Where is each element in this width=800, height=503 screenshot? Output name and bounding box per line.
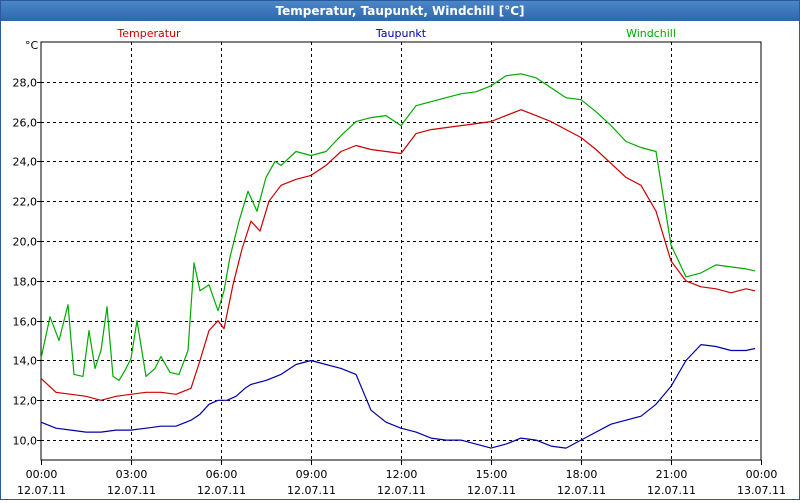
legend-entry-temperatur: Temperatur <box>116 27 181 40</box>
legend-entry-taupunkt: Taupunkt <box>375 27 427 40</box>
legend: Temperatur Taupunkt Windchill <box>116 27 676 40</box>
chart-area: °C Temperatur Taupunkt Windchill 10,0 12,0 1… <box>1 22 799 499</box>
y-tick-label: 24,0 <box>13 156 38 169</box>
x-tick-date-label: 12.07.11 <box>377 484 426 497</box>
y-tick-label: 10,0 <box>13 435 38 448</box>
x-tick-time-label: 15:00 <box>476 468 508 481</box>
x-tick-date-label: 12.07.11 <box>647 484 696 497</box>
y-tick-label: 22,0 <box>13 196 38 209</box>
y-tick-label: 28,0 <box>13 77 38 90</box>
x-tick-date-label: 12.07.11 <box>467 484 516 497</box>
y-tick-label: 14,0 <box>13 355 38 368</box>
y-tick-label: 12,0 <box>13 395 38 408</box>
x-tick-time-label: 21:00 <box>656 468 688 481</box>
x-tick-time-label: 03:00 <box>116 468 148 481</box>
series-line-temperatur <box>40 109 756 401</box>
x-tick-date-label: 12.07.11 <box>107 484 156 497</box>
x-tick-time-label: 00:00 <box>26 468 58 481</box>
y-tick-label: 18,0 <box>13 276 38 289</box>
y-tick-label: 20,0 <box>13 236 38 249</box>
x-tick-time-label: 06:00 <box>206 468 238 481</box>
window-title: Temperatur, Taupunkt, Windchill [°C] <box>1 1 799 21</box>
x-tick-time-label: 09:00 <box>296 468 328 481</box>
x-tick-time-label: 18:00 <box>566 468 598 481</box>
grid <box>40 41 762 461</box>
x-tick-date-label: 13.07.11 <box>737 484 786 497</box>
series-lines <box>40 73 756 449</box>
x-tick-date-label: 12.07.11 <box>17 484 66 497</box>
y-axis-ticks: 10,0 12,0 14,0 16,0 18,0 20,0 22,0 24,0 26,0 28,0 <box>13 77 41 448</box>
legend-entry-windchill: Windchill <box>626 27 676 40</box>
x-tick-date-label: 12.07.11 <box>197 484 246 497</box>
series-line-windchill <box>40 73 756 381</box>
x-tick-date-label: 12.07.11 <box>287 484 336 497</box>
x-tick-time-label: 12:00 <box>386 468 418 481</box>
x-tick-time-label: 00:00 <box>746 468 778 481</box>
y-tick-label: 26,0 <box>13 117 38 130</box>
y-tick-label: 16,0 <box>13 316 38 329</box>
series-line-taupunkt <box>40 344 756 449</box>
temperature-chart: °C Temperatur Taupunkt Windchill 10,012,01… <box>13 27 786 497</box>
y-axis-label: °C <box>25 39 39 52</box>
x-tick-date-label: 12.07.11 <box>557 484 606 497</box>
x-axis-ticks: 00:00 12.07.11 03:00 12.07.11 06:00 12.07.11 0… <box>17 460 786 497</box>
